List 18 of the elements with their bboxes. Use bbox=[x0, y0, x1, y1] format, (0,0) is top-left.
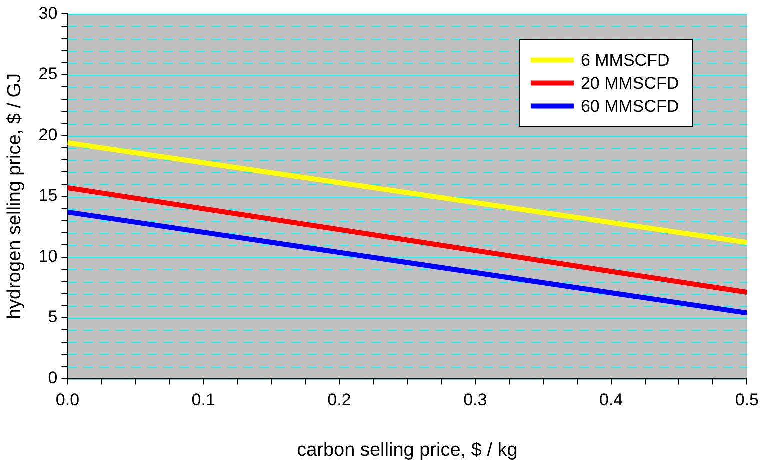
x-tick-label: 0.3 bbox=[464, 390, 488, 410]
y-axis-title: hydrogen selling price, $ / GJ bbox=[4, 73, 26, 320]
x-tick-label: 0.1 bbox=[192, 390, 216, 410]
y-tick-label: 30 bbox=[38, 4, 58, 23]
x-tick-label: 0.0 bbox=[56, 390, 80, 410]
legend-label: 60 MMSCFD bbox=[580, 96, 680, 116]
y-tick-label: 25 bbox=[38, 64, 58, 84]
y-tick-label: 10 bbox=[38, 246, 58, 266]
x-tick-label: 0.4 bbox=[599, 390, 624, 410]
legend-label: 6 MMSCFD bbox=[580, 50, 670, 70]
y-tick-label: 15 bbox=[38, 186, 58, 206]
x-axis-title: carbon selling price, $ / kg bbox=[297, 440, 518, 461]
y-tick-label: 20 bbox=[38, 125, 58, 144]
x-tick-label: 0.5 bbox=[735, 390, 760, 410]
y-tick-label: 0 bbox=[48, 368, 58, 388]
x-tick-label: 0.2 bbox=[328, 390, 352, 410]
y-tick-label: 5 bbox=[48, 308, 58, 327]
legend-label: 20 MMSCFD bbox=[580, 74, 680, 93]
